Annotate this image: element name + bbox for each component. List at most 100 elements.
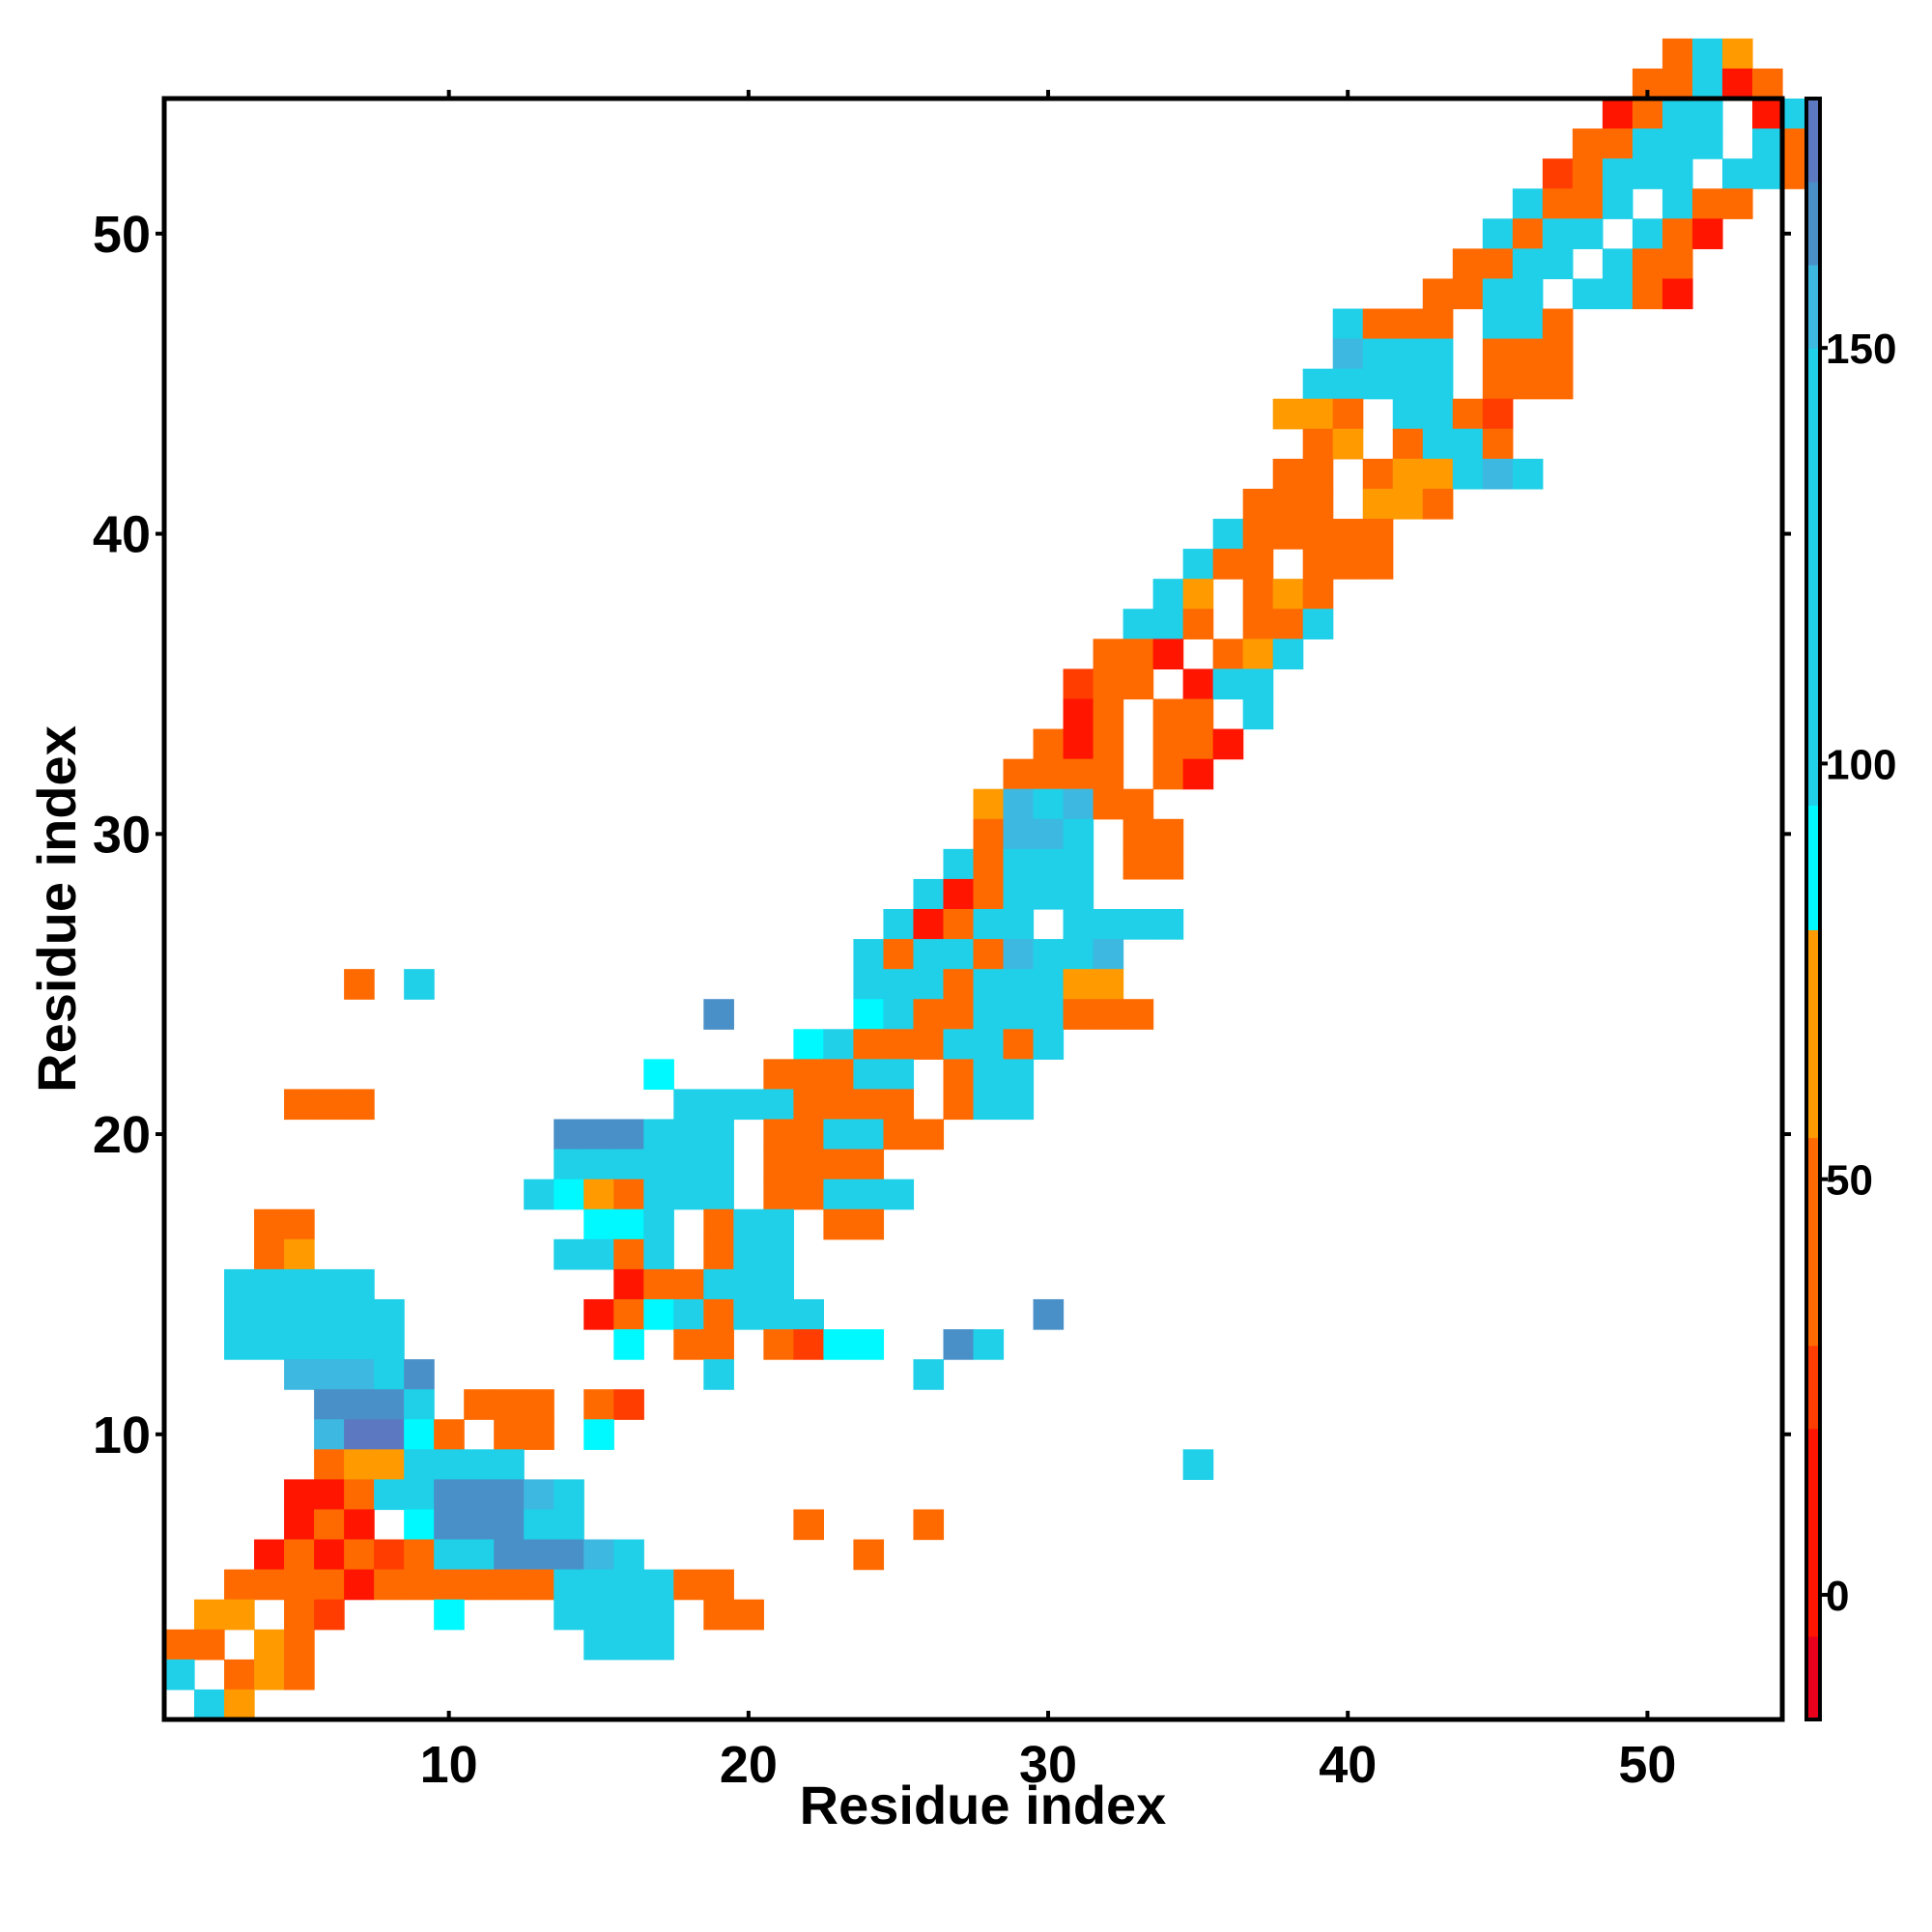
heatmap-cell	[883, 1059, 915, 1091]
heatmap-cell	[284, 1569, 315, 1601]
heatmap-cell	[314, 1329, 345, 1360]
heatmap-cell	[1542, 308, 1574, 340]
heatmap-cell	[554, 1479, 584, 1511]
heatmap-cell	[1272, 519, 1304, 550]
heatmap-cell	[524, 1569, 554, 1601]
heatmap-cell	[763, 1238, 794, 1270]
heatmap-cell	[943, 1089, 975, 1121]
heatmap-cell	[823, 1029, 855, 1060]
heatmap-cell	[494, 1479, 525, 1511]
heatmap-cell	[344, 1479, 375, 1511]
heatmap-cell	[284, 1599, 315, 1631]
heatmap-cell	[1242, 698, 1274, 730]
heatmap-cell	[1602, 128, 1634, 159]
heatmap-cell	[973, 969, 1005, 1000]
x-axis-title: Residue index	[800, 1775, 1167, 1835]
heatmap-cell	[524, 1509, 554, 1541]
heatmap-cell	[1512, 218, 1544, 249]
heatmap-cell	[883, 909, 915, 940]
heatmap-cell	[434, 1569, 465, 1601]
heatmap-cell	[913, 1029, 945, 1060]
heatmap-cell	[913, 878, 945, 910]
heatmap-cell	[1242, 639, 1274, 669]
heatmap-cell	[613, 1569, 644, 1601]
heatmap-cell	[1632, 248, 1663, 280]
heatmap-cell	[703, 1119, 734, 1151]
heatmap-cell	[1003, 939, 1035, 970]
heatmap-cell	[1602, 188, 1634, 219]
heatmap-cell	[1152, 818, 1184, 850]
heatmap-cell	[1392, 458, 1424, 490]
colorbar-band	[1806, 265, 1820, 349]
heatmap-cell	[1122, 639, 1154, 669]
heatmap-cell	[1212, 519, 1244, 550]
heatmap-cell	[703, 1329, 734, 1360]
heatmap-cell	[254, 1539, 285, 1571]
heatmap-cell	[314, 1298, 345, 1330]
heatmap-cell	[1242, 549, 1274, 580]
heatmap-cell	[374, 1359, 405, 1390]
heatmap-cell	[643, 1569, 674, 1601]
heatmap-cell	[703, 1089, 734, 1121]
heatmap-cell	[434, 1479, 465, 1511]
heatmap-cell	[973, 999, 1005, 1030]
y-axis-title: Residue index	[26, 725, 87, 1093]
heatmap-cell	[973, 878, 1005, 910]
heatmap-cell	[404, 1569, 435, 1601]
heatmap-cell	[1063, 788, 1094, 820]
heatmap-cell	[1572, 128, 1604, 159]
heatmap-cell	[284, 1359, 315, 1390]
heatmap-cell	[434, 1419, 465, 1450]
heatmap-cell	[1152, 909, 1184, 940]
heatmap-cell	[1662, 248, 1693, 280]
heatmap-cell	[1063, 999, 1094, 1030]
heatmap-cell	[853, 969, 885, 1000]
heatmap-cell	[1422, 488, 1454, 520]
heatmap-cell	[464, 1539, 495, 1571]
heatmap-cell	[314, 1599, 345, 1631]
colorbar: 0 50 100 150	[1804, 97, 1896, 1721]
heatmap-cell	[613, 1268, 644, 1300]
x-tick-label: 30	[1019, 1736, 1077, 1794]
heatmap-cell	[194, 1599, 225, 1631]
heatmap-cell	[643, 1599, 674, 1631]
heatmap-cell	[1422, 428, 1454, 460]
heatmap-cell	[1482, 458, 1514, 490]
heatmap-cell	[464, 1449, 495, 1480]
heatmap-cell	[494, 1539, 525, 1571]
heatmap-cell	[1452, 278, 1484, 310]
heatmap-cell	[613, 1238, 644, 1270]
heatmap-cell	[733, 1298, 764, 1330]
colorbar-band	[1806, 182, 1820, 266]
heatmap-cell	[793, 1298, 825, 1330]
heatmap-cell	[1063, 878, 1094, 910]
colorbar-band	[1806, 348, 1820, 806]
colorbar-band	[1806, 805, 1820, 931]
heatmap-cell	[1542, 338, 1574, 370]
heatmap-cell	[1662, 99, 1693, 129]
heatmap-cell	[284, 1329, 315, 1360]
heatmap-cell	[613, 1599, 644, 1631]
x-tick-label: 20	[720, 1736, 778, 1794]
heatmap-cell	[1063, 939, 1094, 970]
heatmap-cell	[973, 1029, 1005, 1060]
heatmap-cell	[1392, 398, 1424, 430]
heatmap-cell	[1542, 188, 1574, 219]
colorbar-band	[1806, 1428, 1820, 1637]
heatmap-cell	[913, 1509, 945, 1541]
heatmap-cell	[793, 1089, 825, 1121]
heatmap-cell	[344, 1268, 375, 1300]
heatmap-cell	[344, 1389, 375, 1420]
heatmap-cell	[703, 1569, 734, 1601]
heatmap-cell	[703, 999, 734, 1030]
heatmap-cell	[1093, 969, 1124, 1000]
heatmap-cell	[1362, 458, 1394, 490]
heatmap-cell	[404, 1449, 435, 1480]
heatmap-cell	[464, 1389, 495, 1420]
heatmap-cell	[1272, 458, 1304, 490]
heatmap-cell	[404, 1419, 435, 1450]
heatmap-cell	[853, 1179, 885, 1210]
heatmap-cell	[1063, 728, 1094, 760]
heatmap-cell	[613, 1208, 644, 1240]
heatmap-cell	[1721, 38, 1753, 70]
